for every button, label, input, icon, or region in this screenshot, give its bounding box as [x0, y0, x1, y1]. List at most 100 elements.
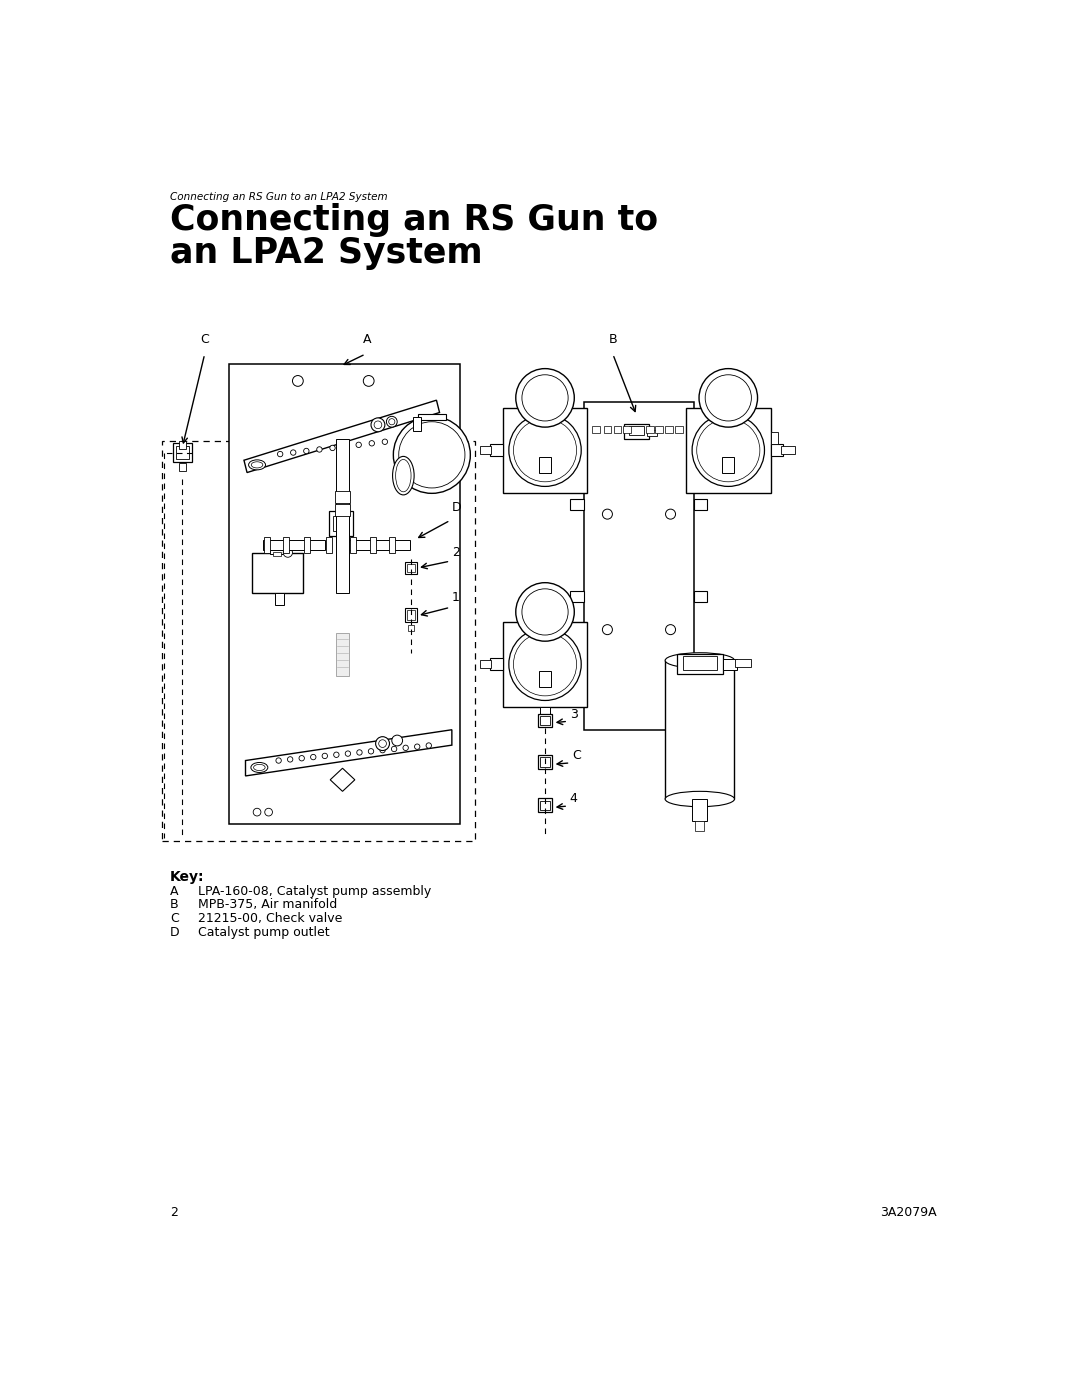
- Circle shape: [356, 750, 362, 756]
- Bar: [677, 654, 723, 675]
- Text: Connecting an RS Gun to: Connecting an RS Gun to: [170, 203, 658, 237]
- Circle shape: [363, 376, 374, 387]
- Bar: [735, 659, 751, 666]
- Bar: [623, 426, 631, 433]
- Bar: [370, 538, 376, 553]
- Text: D: D: [451, 502, 461, 514]
- Ellipse shape: [665, 791, 734, 806]
- Text: C: C: [572, 749, 581, 763]
- Circle shape: [697, 419, 760, 482]
- Circle shape: [399, 422, 465, 488]
- Bar: [390, 538, 395, 553]
- Bar: [335, 490, 350, 503]
- Bar: [604, 426, 611, 433]
- Circle shape: [509, 414, 581, 486]
- Circle shape: [699, 369, 757, 427]
- Circle shape: [346, 752, 351, 756]
- Circle shape: [392, 735, 403, 746]
- Bar: [336, 496, 349, 542]
- Text: B: B: [170, 898, 178, 911]
- Bar: [408, 624, 414, 631]
- Bar: [665, 661, 734, 799]
- Bar: [656, 426, 663, 433]
- Circle shape: [343, 444, 348, 448]
- Bar: [336, 633, 350, 676]
- Bar: [350, 538, 356, 553]
- Text: Connecting an RS Gun to an LPA2 System: Connecting an RS Gun to an LPA2 System: [170, 191, 388, 201]
- Bar: [252, 553, 303, 592]
- Text: D: D: [170, 926, 179, 939]
- Circle shape: [522, 374, 568, 420]
- Circle shape: [603, 624, 612, 634]
- Circle shape: [389, 419, 395, 425]
- Bar: [592, 426, 599, 433]
- Bar: [570, 591, 584, 602]
- Bar: [570, 499, 584, 510]
- Circle shape: [393, 416, 471, 493]
- Text: C: C: [200, 334, 210, 346]
- Bar: [538, 798, 552, 812]
- Bar: [570, 652, 584, 664]
- Bar: [665, 426, 673, 433]
- Circle shape: [382, 439, 388, 444]
- Ellipse shape: [392, 457, 414, 495]
- Ellipse shape: [254, 764, 265, 771]
- Polygon shape: [245, 729, 451, 775]
- Circle shape: [368, 749, 374, 754]
- Bar: [334, 515, 349, 531]
- Circle shape: [303, 448, 309, 454]
- Circle shape: [311, 754, 316, 760]
- Circle shape: [283, 548, 293, 557]
- Bar: [723, 659, 737, 669]
- Circle shape: [275, 757, 281, 763]
- Polygon shape: [330, 768, 355, 791]
- Circle shape: [322, 753, 327, 759]
- Bar: [782, 447, 795, 454]
- Bar: [540, 715, 550, 725]
- Bar: [540, 707, 550, 714]
- Bar: [538, 714, 552, 728]
- Bar: [414, 418, 421, 432]
- Bar: [335, 504, 350, 517]
- Text: B: B: [608, 334, 617, 346]
- Bar: [270, 548, 284, 555]
- Text: Key:: Key:: [170, 870, 204, 884]
- Bar: [502, 408, 588, 493]
- Circle shape: [329, 446, 335, 451]
- Bar: [274, 592, 284, 605]
- Circle shape: [516, 583, 575, 641]
- Text: 2: 2: [170, 1206, 178, 1218]
- Bar: [647, 430, 657, 436]
- Bar: [693, 499, 707, 510]
- Circle shape: [522, 588, 568, 636]
- Text: MPB-375, Air manifold: MPB-375, Air manifold: [198, 898, 337, 911]
- Circle shape: [427, 743, 431, 749]
- Circle shape: [516, 369, 575, 427]
- Bar: [539, 671, 551, 686]
- Bar: [542, 714, 549, 721]
- Circle shape: [403, 745, 408, 750]
- Bar: [407, 564, 415, 571]
- Bar: [696, 820, 704, 831]
- Bar: [176, 447, 189, 458]
- Circle shape: [356, 441, 362, 447]
- Circle shape: [513, 419, 577, 482]
- Polygon shape: [244, 400, 440, 472]
- Circle shape: [299, 756, 305, 761]
- Circle shape: [391, 746, 396, 752]
- Bar: [723, 457, 734, 472]
- Circle shape: [665, 509, 676, 520]
- Bar: [686, 408, 771, 493]
- Bar: [538, 756, 552, 768]
- Circle shape: [380, 747, 386, 753]
- Bar: [629, 426, 645, 434]
- Circle shape: [509, 629, 581, 700]
- Circle shape: [692, 414, 765, 486]
- Circle shape: [376, 736, 390, 750]
- Bar: [405, 608, 417, 622]
- Bar: [273, 552, 281, 556]
- Bar: [490, 658, 502, 671]
- Bar: [584, 402, 693, 729]
- Circle shape: [513, 633, 577, 696]
- Circle shape: [379, 740, 387, 747]
